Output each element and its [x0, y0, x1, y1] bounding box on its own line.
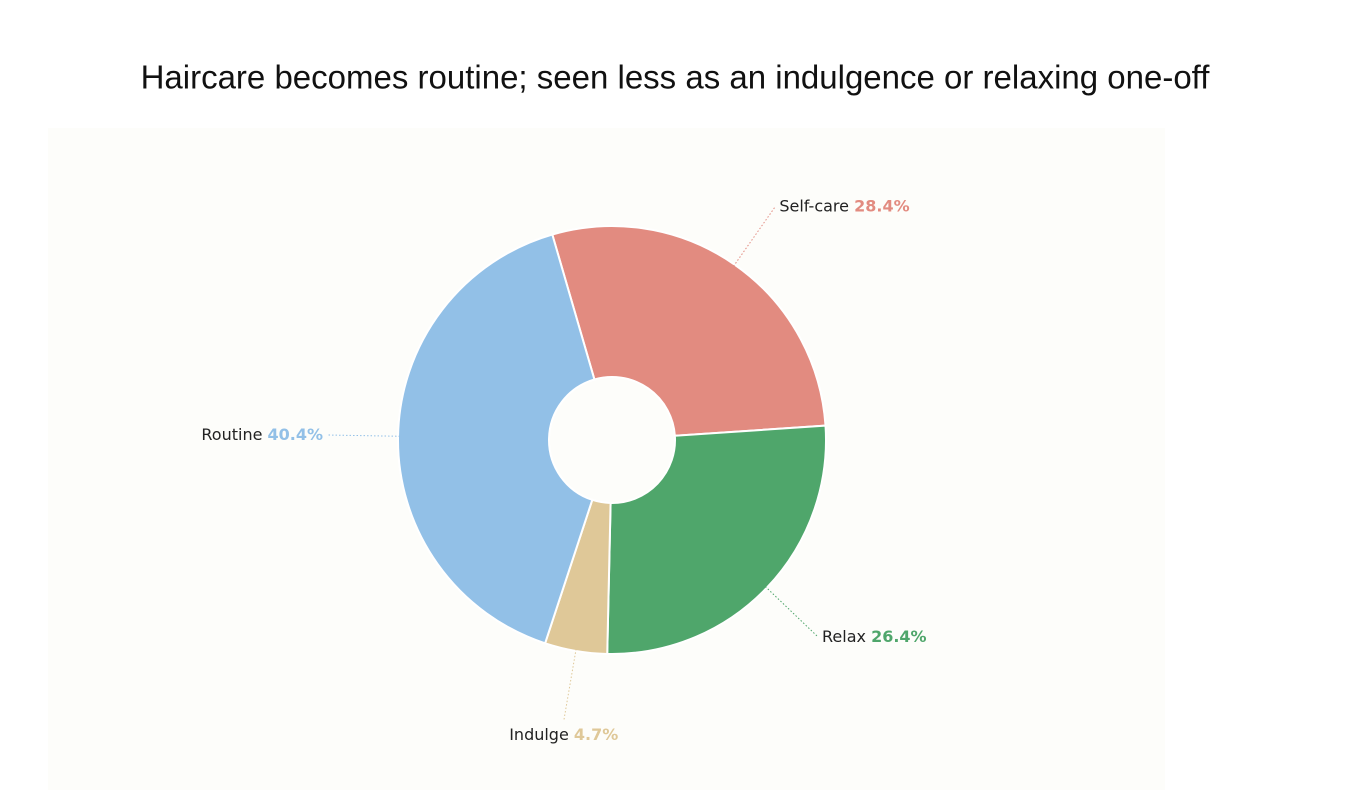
slice-value-label: 4.7% — [574, 724, 618, 743]
leader-line — [733, 206, 776, 267]
slice-name: Indulge — [509, 724, 569, 743]
slice-name: Relax — [822, 626, 866, 645]
slice-label: Relax 26.4% — [822, 626, 927, 645]
chart-title: Haircare becomes routine; seen less as a… — [141, 59, 1211, 96]
pie-slice — [397, 233, 596, 645]
slice-label: Self-care 28.4% — [779, 196, 909, 215]
leader-line — [764, 586, 819, 638]
pie-slice — [606, 424, 827, 655]
slice-value-label: 26.4% — [871, 626, 927, 645]
slice-label: Routine 40.4% — [201, 424, 323, 443]
slice-value-label: 40.4% — [268, 424, 324, 443]
slice-label: Indulge 4.7% — [509, 724, 618, 743]
leader-line — [327, 434, 401, 437]
pie-slice — [551, 225, 827, 437]
slice-name: Routine — [201, 424, 262, 443]
leader-line — [563, 648, 577, 721]
slice-name: Self-care — [779, 196, 849, 215]
slice-value-label: 28.4% — [854, 196, 910, 215]
